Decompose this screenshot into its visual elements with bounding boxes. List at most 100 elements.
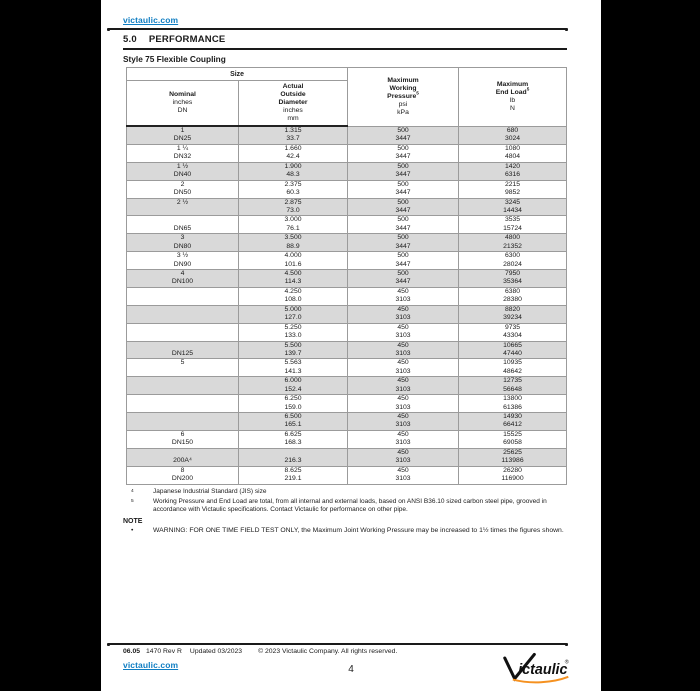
cell-end_load: 7950 35364 bbox=[458, 269, 568, 288]
logo-orange-swoosh bbox=[512, 675, 569, 684]
cell-pressure: 450 3103 bbox=[347, 429, 460, 449]
cell-line: 450 bbox=[397, 395, 409, 403]
cell-line bbox=[127, 332, 238, 340]
cell-line: 6380 bbox=[504, 287, 521, 295]
cell-line bbox=[127, 306, 238, 314]
cell-line: DN25 bbox=[173, 135, 192, 143]
cell-pressure: 450 3103 bbox=[347, 447, 460, 467]
cell-line: 25625 bbox=[503, 448, 522, 456]
cell-end_load: 14930 66412 bbox=[458, 412, 568, 431]
cell-line: 3447 bbox=[395, 171, 411, 179]
cell-line: DN125 bbox=[171, 349, 194, 357]
cell-line: 500 bbox=[397, 234, 409, 242]
cell-line: 3103 bbox=[395, 296, 411, 304]
col-unit: inches bbox=[283, 106, 303, 114]
cell-line: 3447 bbox=[395, 260, 411, 268]
cell-line: 450 bbox=[397, 466, 409, 474]
cell-line: 6 bbox=[180, 430, 185, 438]
cell-line: 15724 bbox=[503, 224, 522, 232]
cell-od: 6.000 152.4 bbox=[237, 376, 349, 396]
cell-line: DN200 bbox=[171, 475, 194, 483]
cell-line: 2 ½ bbox=[176, 198, 189, 206]
cell-pressure: 500 3447 bbox=[347, 251, 460, 270]
cell-nominal: 200A⁴ bbox=[126, 447, 239, 467]
cell-line: 1.900 bbox=[284, 162, 302, 170]
cell-line: 3245 bbox=[504, 198, 521, 206]
cell-line: 8820 bbox=[504, 305, 521, 313]
publication-number: 06.05 bbox=[123, 648, 141, 655]
cell-line: 500 bbox=[397, 180, 409, 188]
cell-line: 8.625 bbox=[284, 466, 302, 474]
cell-pressure: 500 3447 bbox=[347, 215, 460, 235]
logo-registered-mark: ® bbox=[565, 658, 569, 665]
cell-line bbox=[127, 342, 238, 350]
cell-line bbox=[127, 314, 238, 322]
cell-line: 450 bbox=[397, 448, 409, 456]
cell-line: DN90 bbox=[173, 260, 192, 268]
cell-line: 141.3 bbox=[284, 367, 302, 375]
table-row: 6.000 152.4 450 3103 12735 56648 bbox=[126, 376, 568, 396]
size-row: Size Maximum Working Pressure5 psi kPa M… bbox=[125, 67, 568, 127]
cell-line: 114.3 bbox=[284, 278, 302, 286]
left-black-margin bbox=[0, 0, 101, 691]
copyright: © 2023 Victaulic Company. All rights res… bbox=[258, 648, 398, 655]
cell-line: 450 bbox=[397, 413, 409, 420]
cell-line: 101.6 bbox=[284, 260, 302, 268]
table-row: DN125 5.500 139.7 450 3103 10665 47440 bbox=[126, 340, 568, 360]
cell-line: 108.0 bbox=[284, 296, 302, 304]
col-title-line: Maximum bbox=[496, 80, 529, 88]
cell-nominal: 2 DN50 bbox=[126, 179, 239, 199]
cell-pressure: 450 3103 bbox=[347, 394, 460, 413]
cell-line: 500 bbox=[397, 126, 409, 134]
cell-line: 3447 bbox=[395, 224, 411, 232]
cell-line: 33.7 bbox=[286, 135, 300, 143]
cell-line: DN80 bbox=[173, 242, 192, 250]
cell-line: 450 bbox=[397, 377, 409, 385]
cell-line: 3103 bbox=[395, 349, 411, 357]
footnote-text: Working Pressure and End Load are total,… bbox=[153, 498, 547, 513]
cell-line: 6300 bbox=[504, 252, 521, 260]
cell-line: 1 ½ bbox=[176, 162, 189, 170]
cell-line: 4.250 bbox=[284, 287, 302, 295]
cell-line: 500 bbox=[397, 216, 409, 224]
col-title-line: End Load5 bbox=[495, 86, 530, 96]
cell-line bbox=[127, 449, 238, 457]
cell-line bbox=[127, 216, 238, 224]
col-title-line: Nominal bbox=[169, 90, 196, 98]
note-warning: • WARNING: FOR ONE TIME FIELD TEST ONLY,… bbox=[126, 527, 567, 534]
cell-line: 3447 bbox=[395, 135, 411, 143]
cell-od: 1.900 48.3 bbox=[237, 161, 349, 181]
cell-od: 4.250 108.0 bbox=[237, 286, 349, 306]
cell-line: 2.875 bbox=[284, 198, 302, 206]
cell-line: 450 bbox=[397, 323, 409, 331]
cell-nominal: 1 DN25 bbox=[126, 125, 239, 145]
cell-pressure: 500 3447 bbox=[347, 161, 460, 181]
bottom-victaulic-link[interactable]: victaulic.com bbox=[123, 660, 179, 670]
cell-line: 35364 bbox=[503, 278, 522, 286]
cell-pressure: 450 3103 bbox=[347, 358, 460, 378]
cell-line: 6.250 bbox=[284, 395, 302, 403]
col-title-line: Diameter bbox=[278, 98, 308, 106]
cell-nominal: 4 DN100 bbox=[126, 269, 239, 288]
cell-line: 3447 bbox=[395, 189, 411, 197]
top-victaulic-link[interactable]: victaulic.com bbox=[123, 15, 179, 25]
table-row: 1 DN25 1.315 33.7 500 3447 680 3024 bbox=[126, 125, 568, 145]
cell-end_load: 15525 69058 bbox=[458, 429, 568, 449]
table-row: 1 ½ DN40 1.900 48.3 500 3447 1420 6316 bbox=[126, 161, 568, 181]
table-row: 4 DN100 4.500 114.3 500 3447 7950 35364 bbox=[126, 269, 568, 288]
cell-end_load: 8820 39234 bbox=[458, 304, 568, 324]
cell-line: 56648 bbox=[503, 385, 522, 393]
cell-line: 48.3 bbox=[286, 171, 300, 179]
table-body: 1 DN25 1.315 33.7 500 3447 680 3024 1 ¼ DN32 1.660… bbox=[126, 125, 568, 485]
cell-line: 3535 bbox=[504, 216, 521, 224]
cell-nominal bbox=[126, 412, 239, 431]
cell-line: 43304 bbox=[503, 332, 522, 340]
col-unit: lb bbox=[509, 96, 516, 104]
cell-pressure: 500 3447 bbox=[347, 197, 460, 217]
cell-od: 1.315 33.7 bbox=[237, 125, 349, 145]
cell-line: 15525 bbox=[503, 430, 522, 438]
table-row: DN65 3.000 76.1 500 3447 3535 15724 bbox=[126, 215, 568, 235]
cell-line bbox=[127, 296, 238, 304]
cell-line bbox=[127, 395, 238, 403]
cell-line: 10935 bbox=[503, 359, 522, 367]
